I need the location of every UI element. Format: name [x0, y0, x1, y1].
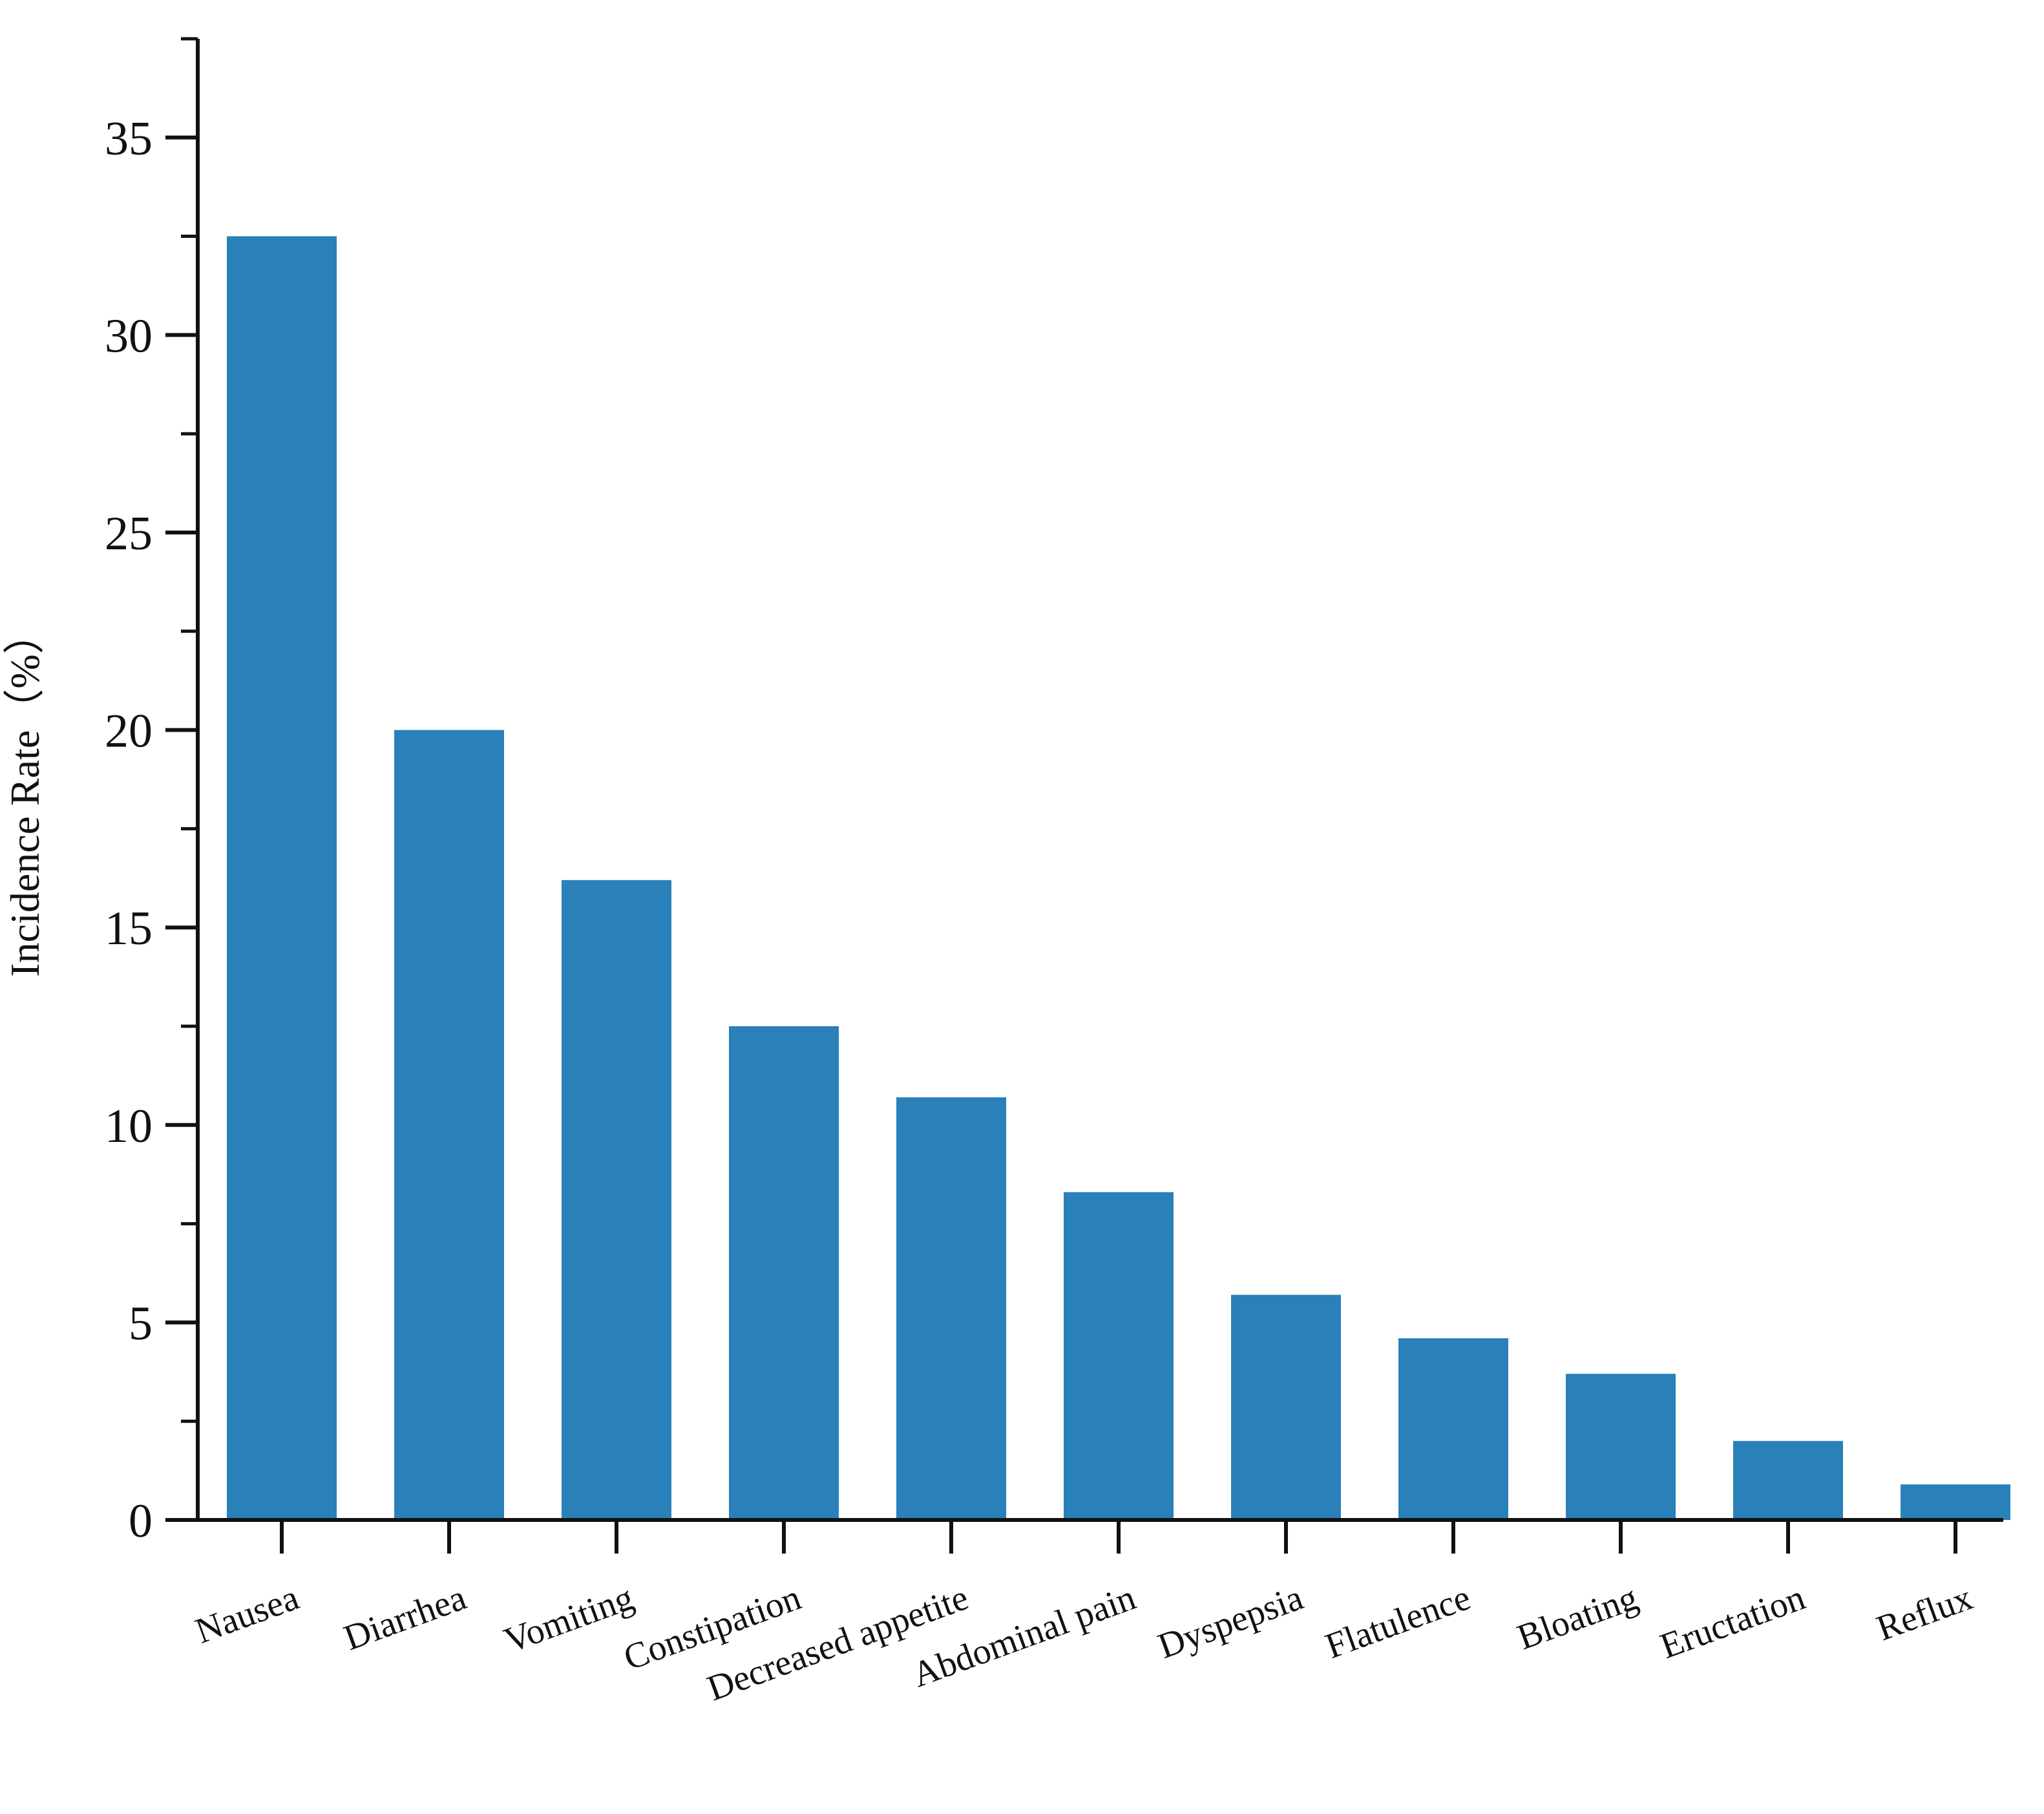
- x-ticks-group: Nausea Diarrhea VomitingConstipationDecrea…: [190, 1520, 1977, 1709]
- y-tick-label: 10: [105, 1100, 153, 1153]
- x-tick-label: Flatulence: [1320, 1577, 1475, 1667]
- y-ticks-group: 0 5 10 15 20 25 30 35: [105, 37, 198, 1548]
- bar-eructation: [1733, 1440, 1843, 1520]
- bar-dyspepsia: [1231, 1294, 1341, 1520]
- y-tick-label: 35: [105, 112, 153, 165]
- x-tick-label: Eructation: [1655, 1577, 1810, 1667]
- x-tick-label: Reflux: [1871, 1577, 1977, 1649]
- bar-abdominal-pain: [1064, 1192, 1174, 1520]
- bars-group: [227, 236, 2010, 1521]
- x-tick-label: Bloating: [1512, 1577, 1643, 1658]
- bar-nausea: [227, 236, 337, 1521]
- x-tick-label: Nausea: [190, 1577, 304, 1652]
- y-axis-title: Incidence Rate（%）: [2, 613, 48, 976]
- x-tick-label: Vomiting: [499, 1577, 638, 1661]
- axes-group: [196, 39, 2003, 1522]
- y-tick-label: 5: [129, 1297, 153, 1350]
- y-tick-label: 15: [105, 902, 153, 955]
- bar-bloating: [1566, 1373, 1676, 1520]
- bar-decreased-appetite: [896, 1097, 1006, 1520]
- bar-reflux: [1901, 1484, 2010, 1520]
- y-tick-label: 0: [129, 1495, 153, 1548]
- bar-constipation: [729, 1026, 839, 1520]
- y-tick-label: 20: [105, 705, 153, 758]
- bar-diarrhea: [394, 730, 504, 1520]
- bar-flatulence: [1398, 1338, 1508, 1520]
- x-tick-label: Diarrhea: [339, 1577, 471, 1658]
- y-tick-label: 25: [105, 507, 153, 560]
- bar-vomiting: [562, 880, 671, 1520]
- y-tick-label: 30: [105, 310, 153, 363]
- x-tick-label: Dyspepsia: [1153, 1577, 1309, 1667]
